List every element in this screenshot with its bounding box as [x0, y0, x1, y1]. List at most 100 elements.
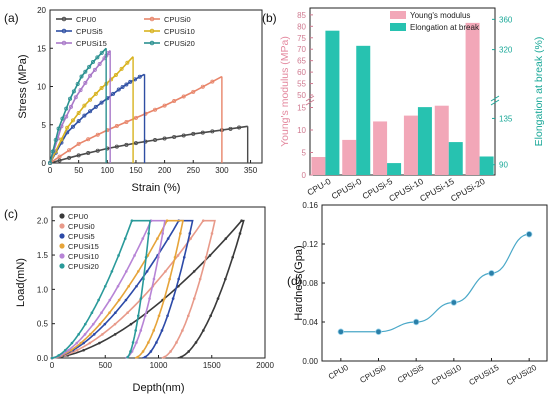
- right-y-tick-label: 320: [499, 46, 513, 55]
- y-tick-label: 1.5: [37, 251, 49, 260]
- data-point: [200, 84, 205, 89]
- legend-marker: [149, 40, 155, 46]
- data-point: [189, 237, 192, 240]
- y-axis-label: Hardness(Gpa): [293, 245, 305, 320]
- panel-c-load-depth: (c) 0 500 1000 1500 2000 0.0 0.5 1.0 1.5 2.0 Depth(…: [4, 206, 274, 394]
- data-point: [113, 322, 117, 326]
- y-tick-label: 0.00: [302, 357, 318, 366]
- data-point: [76, 111, 81, 116]
- x-tick-label: 500: [99, 361, 113, 370]
- data-point: [56, 126, 61, 131]
- data-point: [87, 64, 92, 69]
- data-point: [82, 113, 87, 118]
- data-point: [129, 322, 133, 326]
- bar-elongation: [387, 163, 402, 175]
- data-point: [210, 232, 214, 235]
- data-point: [93, 91, 98, 96]
- series-line-cpu0: [49, 125, 248, 164]
- left-y-tick-label: 0: [302, 171, 307, 180]
- y-tick-label: 0.04: [302, 318, 318, 327]
- data-point: [113, 333, 117, 336]
- panel-label: (c): [4, 207, 18, 221]
- right-y-tick-label: 90: [499, 161, 508, 170]
- data-point: [194, 341, 198, 344]
- legend-swatch: [390, 23, 406, 31]
- x-tick-label: 50: [74, 166, 83, 175]
- data-point: [181, 94, 186, 99]
- data-point: [126, 311, 129, 315]
- data-point: [153, 107, 158, 112]
- data-point: [64, 114, 69, 119]
- data-point: [73, 95, 78, 100]
- data-point: [172, 134, 177, 139]
- legend-label: CPUSi5: [76, 27, 103, 36]
- y-tick-label: 0.16: [302, 201, 318, 210]
- legend-label: CPUSi0: [68, 222, 95, 231]
- data-point: [136, 314, 140, 318]
- data-point: [224, 237, 228, 240]
- data-point: [70, 118, 75, 123]
- legend-label: CPU0: [68, 212, 88, 221]
- data-point: [90, 311, 94, 315]
- bar-elongation: [325, 30, 340, 176]
- data-point: [188, 232, 192, 235]
- hardness-point: [525, 231, 533, 238]
- legend-label: CPU0: [76, 15, 96, 24]
- legend-marker: [59, 263, 65, 269]
- data-point: [153, 138, 158, 143]
- bar-elongation: [448, 142, 463, 175]
- axis-break-right: [490, 99, 500, 106]
- data-point: [142, 277, 145, 281]
- data-point: [71, 89, 76, 94]
- panel-a-stress-strain: (a) 0 50 100 150 200 250 300 350 0 5 10 15 20 Strain (…: [4, 6, 263, 194]
- data-point: [176, 254, 180, 257]
- data-point: [69, 104, 74, 109]
- legend-label: CPUSi15: [76, 39, 107, 48]
- data-point: [139, 329, 143, 332]
- data-point: [83, 80, 88, 85]
- bar-youngs-modulus: [311, 157, 326, 175]
- data-point: [135, 341, 138, 344]
- data-point: [137, 74, 142, 79]
- data-point: [162, 136, 167, 141]
- hardness-point: [488, 270, 495, 277]
- data-point: [64, 348, 67, 352]
- y-tick-label: 0.12: [302, 240, 318, 249]
- data-point: [163, 297, 166, 300]
- x-tick-label: 1500: [203, 361, 221, 370]
- data-point: [70, 341, 74, 345]
- data-point: [130, 219, 134, 223]
- data-point: [88, 97, 93, 102]
- data-point: [224, 277, 227, 281]
- data-point: [100, 311, 103, 315]
- y-axis-label: Load(mN): [15, 258, 27, 307]
- x-tick-label: 250: [187, 166, 201, 175]
- panel-label: (b): [262, 11, 277, 25]
- series-line-cpu0: [51, 219, 245, 359]
- data-point: [147, 341, 150, 344]
- data-point: [92, 67, 97, 72]
- legend-label: CPUSi15: [68, 242, 99, 251]
- series-line-cpusi5: [49, 73, 145, 164]
- data-point: [157, 256, 160, 259]
- data-point: [98, 341, 101, 345]
- y-tick-label: 0.0: [37, 354, 49, 363]
- bar-youngs-modulus: [434, 105, 449, 175]
- data-point: [77, 333, 80, 336]
- data-point: [156, 237, 159, 240]
- left-y-tick-label: 60: [297, 68, 306, 77]
- data-point: [147, 232, 150, 235]
- data-point: [59, 137, 64, 142]
- panel-label: (a): [4, 11, 19, 25]
- data-point: [92, 333, 96, 336]
- data-point: [237, 125, 242, 130]
- data-point: [98, 322, 102, 326]
- data-point: [86, 151, 91, 156]
- data-point: [187, 350, 190, 353]
- legend-label: CPUSi10: [68, 252, 99, 261]
- x-tick-label: CPU-0: [305, 176, 332, 198]
- data-point: [76, 119, 81, 124]
- data-point: [200, 130, 205, 135]
- bar-elongation: [417, 107, 432, 175]
- data-point: [166, 314, 169, 318]
